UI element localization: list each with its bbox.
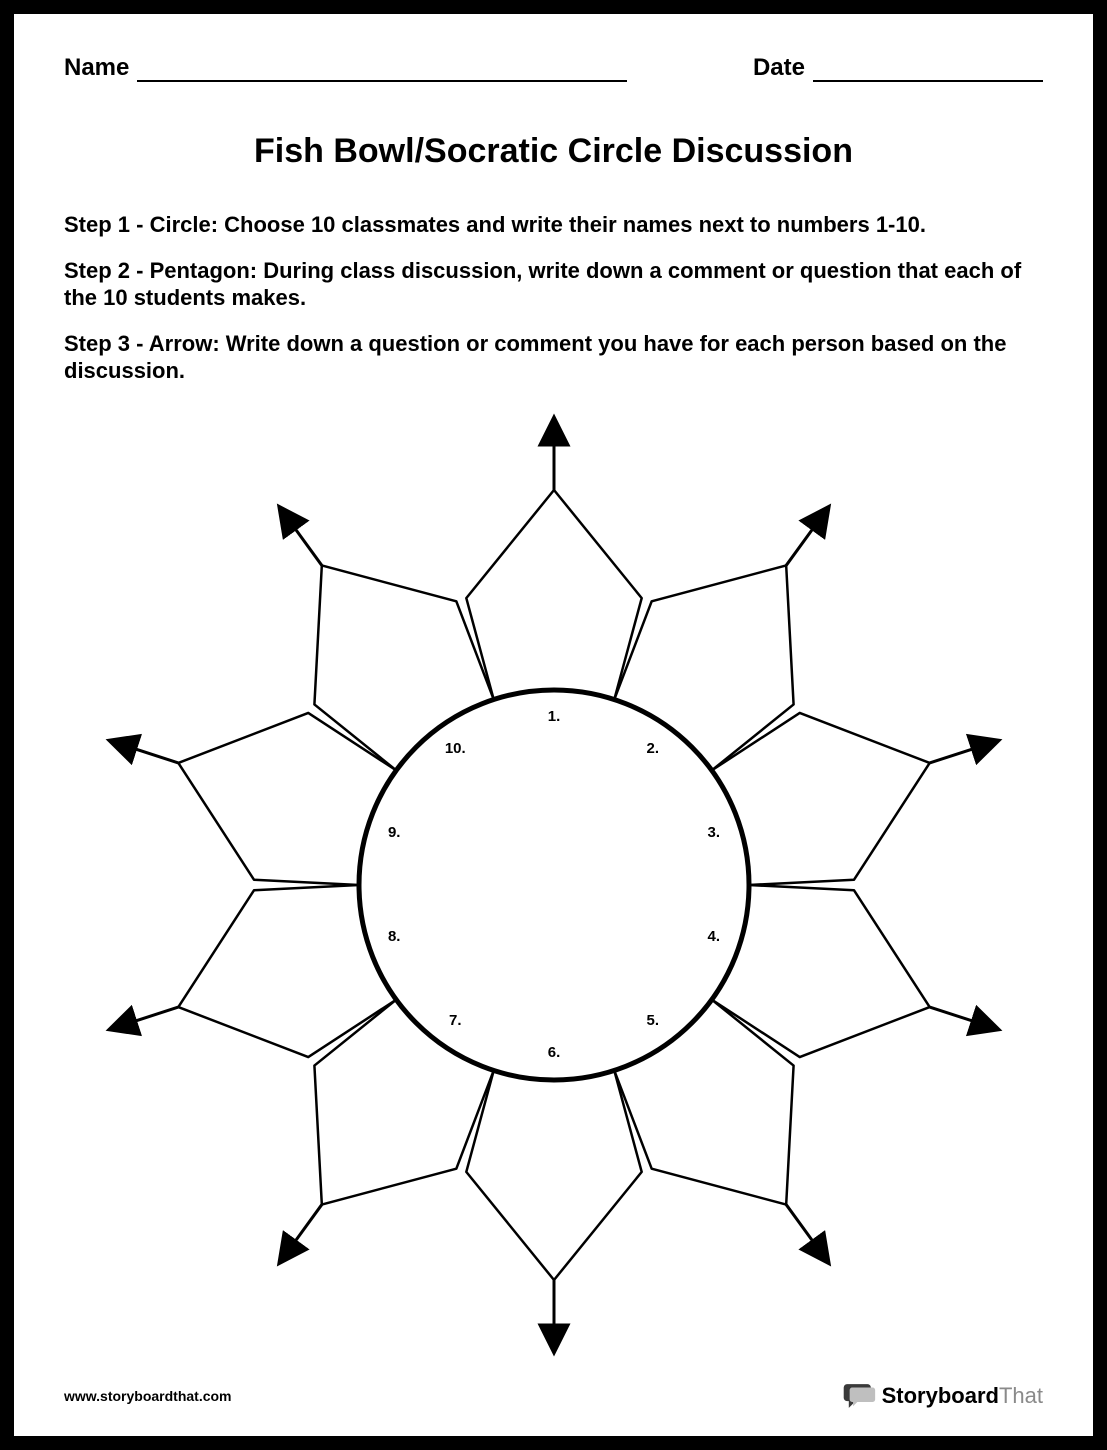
arrow (929, 1007, 986, 1026)
speech-bubble-icon (842, 1382, 876, 1410)
pentagon (466, 1070, 641, 1280)
step-3: Step 3 - Arrow: Write down a question or… (64, 330, 1043, 385)
center-circle (359, 690, 749, 1080)
circle-number: 4. (707, 927, 720, 944)
diagram-svg: 1. 2. 3. 4. 5. 6. 7. 8. 9. 10. (74, 405, 1034, 1365)
arrow (121, 1007, 178, 1026)
circle-number: 9. (387, 824, 400, 841)
circle-number: 3. (707, 824, 720, 841)
arrow (929, 744, 986, 763)
arrow (286, 516, 321, 565)
footer-brand: StoryboardThat (842, 1382, 1043, 1410)
arrow (286, 1204, 321, 1253)
circle-number: 7. (448, 1011, 461, 1028)
page-title: Fish Bowl/Socratic Circle Discussion (64, 132, 1043, 171)
content: Name Date Fish Bowl/Socratic Circle Disc… (14, 14, 1093, 1365)
arrow (786, 516, 821, 565)
arrow (121, 744, 178, 763)
brand-part2: That (999, 1383, 1043, 1408)
step-2: Step 2 - Pentagon: During class discussi… (64, 257, 1043, 312)
circle-number: 6. (547, 1043, 560, 1060)
step-1: Step 1 - Circle: Choose 10 classmates an… (64, 211, 1043, 239)
pentagon (466, 490, 641, 700)
circle-number: 2. (646, 740, 659, 757)
name-label: Name (64, 54, 129, 82)
date-label: Date (753, 54, 805, 82)
arrow (786, 1204, 821, 1253)
circle-number: 1. (547, 707, 560, 724)
circle-number: 10. (444, 740, 465, 757)
header-row: Name Date (64, 54, 1043, 82)
footer-url: www.storyboardthat.com (64, 1388, 232, 1404)
steps: Step 1 - Circle: Choose 10 classmates an… (64, 211, 1043, 385)
footer: www.storyboardthat.com StoryboardThat (64, 1382, 1043, 1410)
name-line[interactable] (137, 60, 627, 82)
name-field: Name (64, 54, 627, 82)
date-field: Date (753, 54, 1043, 82)
brand-part1: Storyboard (882, 1383, 999, 1408)
circle-number: 5. (646, 1011, 659, 1028)
date-line[interactable] (813, 60, 1043, 82)
fishbowl-diagram: 1. 2. 3. 4. 5. 6. 7. 8. 9. 10. (74, 405, 1034, 1365)
page-border: Name Date Fish Bowl/Socratic Circle Disc… (0, 0, 1107, 1450)
circle-number: 8. (387, 927, 400, 944)
